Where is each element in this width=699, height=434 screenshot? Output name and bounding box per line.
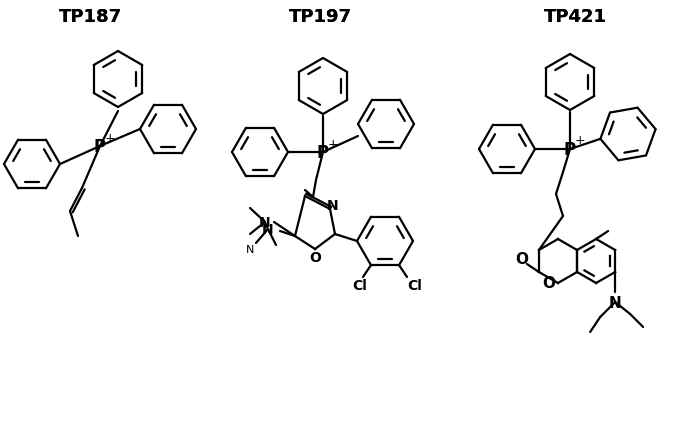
Text: P: P <box>94 138 106 156</box>
Text: O: O <box>515 252 528 267</box>
Text: N: N <box>259 216 271 230</box>
Text: TP197: TP197 <box>289 8 352 26</box>
Text: N: N <box>246 244 254 254</box>
Text: TP421: TP421 <box>544 8 607 26</box>
Text: TP187: TP187 <box>59 8 122 26</box>
Text: TP421: TP421 <box>544 8 607 26</box>
Text: N: N <box>609 295 621 310</box>
Text: O: O <box>542 276 556 291</box>
Text: +: + <box>328 137 338 150</box>
Text: TP187: TP187 <box>59 8 122 26</box>
Text: O: O <box>309 250 321 264</box>
Text: Cl: Cl <box>408 278 422 293</box>
Text: N: N <box>327 198 339 213</box>
Text: P: P <box>564 141 576 159</box>
Text: P: P <box>317 144 329 161</box>
Text: N: N <box>262 223 274 237</box>
Text: +: + <box>575 134 585 147</box>
Text: TP197: TP197 <box>289 8 352 26</box>
Text: +: + <box>105 131 115 144</box>
Text: Cl: Cl <box>352 278 368 293</box>
